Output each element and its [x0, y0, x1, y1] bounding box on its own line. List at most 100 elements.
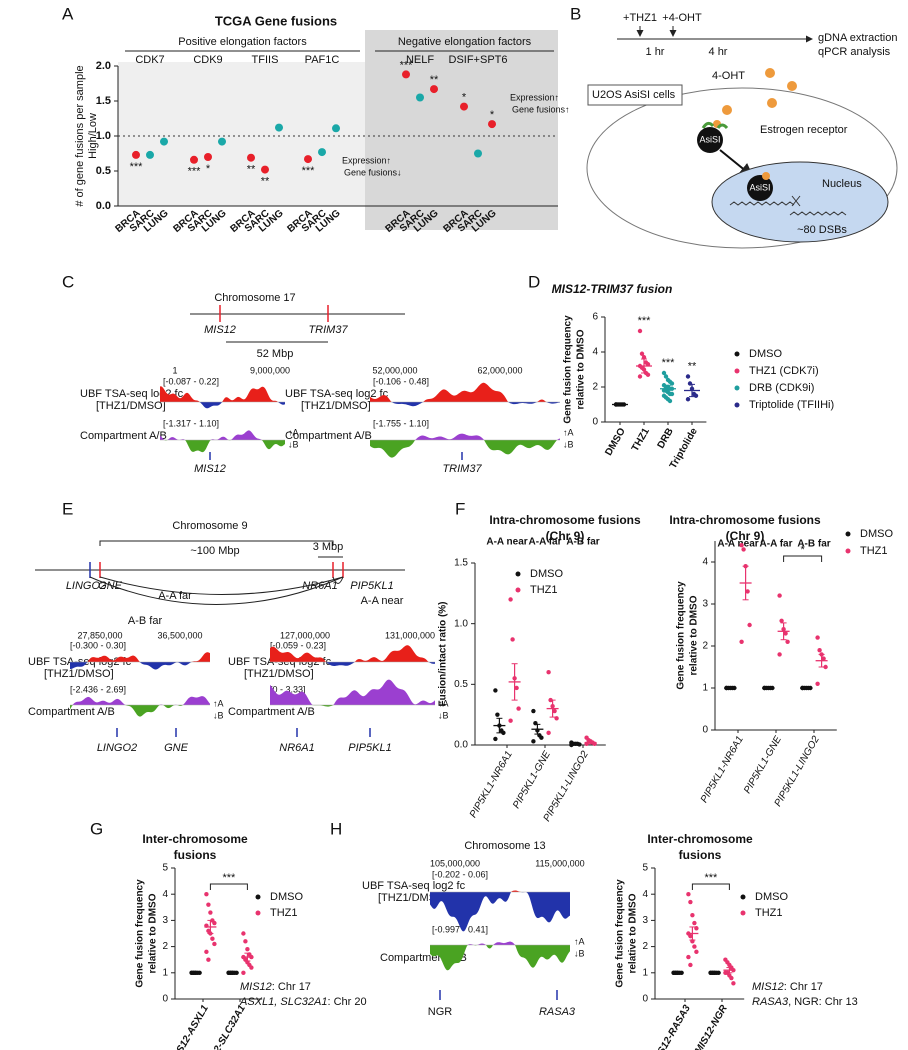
- coordinate: 127,000,000: [280, 630, 330, 640]
- legend-marker: [740, 910, 746, 916]
- y-tick-label: 0: [702, 725, 708, 736]
- legend-label: DMSO: [749, 348, 782, 360]
- track-label: Compartment A/B: [285, 430, 372, 442]
- group-label: TFIIS: [252, 54, 279, 66]
- y-tick-label: 4: [642, 889, 648, 900]
- track-positive: [160, 386, 285, 402]
- y-tick-label: 1.0: [454, 618, 468, 629]
- y-tick-label: 1.0: [96, 130, 111, 142]
- track-negative: [430, 892, 570, 932]
- data-point: [688, 899, 693, 905]
- data-point: [821, 656, 826, 661]
- note: MIS12: Chr 17: [752, 981, 823, 993]
- data-point: [783, 631, 788, 636]
- legend-label: THZ1: [270, 907, 298, 919]
- dot: [261, 165, 269, 174]
- track-label: [THZ1/DMSO]: [44, 668, 114, 680]
- track-negative: [160, 440, 285, 453]
- compartment-mark: ↑A: [288, 427, 299, 437]
- group-label: DSIF+SPT6: [449, 54, 508, 66]
- data-point: [785, 639, 790, 644]
- track-negative: [430, 945, 570, 971]
- x-tick-label: MIS12-NGR: [693, 1003, 730, 1050]
- gene: GNE: [164, 742, 189, 754]
- compartment-mark: ↓B: [563, 439, 574, 449]
- group-label: CDK9: [193, 54, 222, 66]
- data-point: [204, 892, 209, 897]
- data-point: [779, 618, 784, 623]
- significance: ***: [302, 165, 316, 177]
- data-point: [508, 597, 513, 602]
- y-tick-label: 6: [592, 312, 598, 323]
- x-tick-label: MIS12-ASXL1: [169, 1003, 211, 1050]
- compartment-mark: ↑A: [438, 698, 449, 708]
- legend-marker: [734, 368, 740, 374]
- note: MIS12: Chr 17: [240, 981, 311, 993]
- coordinate: 27,850,000: [77, 630, 122, 640]
- data-point: [531, 739, 536, 744]
- y-tick-label: 3: [642, 915, 648, 926]
- panel-label: H: [330, 819, 342, 838]
- y-tick-label: 3: [702, 599, 708, 610]
- ligand-icon: [767, 98, 777, 108]
- track-label: UBF TSA-seq log2 fc: [362, 880, 466, 892]
- track-label: Compartment A/B: [80, 430, 167, 442]
- note-part: RASA3: [752, 996, 789, 1008]
- chart-title: fusions: [679, 848, 722, 862]
- data-point: [531, 708, 536, 714]
- track-range: [-1.755 - 1.10]: [373, 418, 429, 428]
- note-part: MIS12: [752, 981, 784, 993]
- receptor: Estrogen receptor: [760, 124, 848, 136]
- gene: RASA3: [539, 1006, 576, 1018]
- data-point: [685, 397, 691, 402]
- x-tick-label: MIS12-RASA3: [650, 1003, 693, 1050]
- annotation: Expression↑: [342, 155, 391, 165]
- chromosome: Chromosome 9: [172, 520, 247, 532]
- group-header: Positive elongation factors: [178, 36, 307, 48]
- gene: MIS12: [204, 324, 236, 336]
- group-label: A-B far: [566, 537, 599, 548]
- data-point: [815, 681, 820, 686]
- legend-label: DMSO: [860, 528, 893, 540]
- legend-label: THZ1: [860, 545, 888, 557]
- gene: NGR: [428, 1006, 453, 1018]
- data-point: [539, 735, 544, 740]
- track-negative: [370, 440, 560, 458]
- compartment-mark: ↓B: [438, 710, 449, 720]
- significance: **: [247, 164, 256, 176]
- dot: [430, 85, 438, 94]
- significance: ***: [130, 161, 144, 173]
- note-part: , NGR: Chr 13: [788, 996, 858, 1008]
- y-axis-label: relative to DMSO: [689, 595, 700, 675]
- data-point: [212, 920, 217, 926]
- data-point: [516, 706, 521, 711]
- gene: PIP5KL1: [350, 580, 393, 592]
- dot: [132, 150, 140, 159]
- note: ASXL1, SLC32A1: Chr 20: [239, 996, 367, 1008]
- y-tick-label: 0.0: [96, 200, 111, 212]
- data-point: [546, 670, 551, 675]
- legend-label: THZ1: [530, 584, 558, 596]
- legend-marker: [515, 587, 521, 593]
- compartment-mark: ↑A: [563, 427, 574, 437]
- track-negative: [270, 662, 435, 666]
- gene: MIS12: [194, 463, 226, 475]
- significance-bracket: [691, 883, 730, 890]
- gene: TRIM37: [308, 324, 348, 336]
- track-label: UBF TSA-seq log2 fc: [285, 388, 389, 400]
- enzyme: AsiSI: [749, 182, 770, 192]
- arc-label: A-A far: [158, 590, 192, 602]
- legend-label: THZ1 (CDK7i): [749, 365, 819, 377]
- y-tick-label: 1: [702, 683, 708, 694]
- legend-marker: [515, 571, 521, 577]
- track-range: [-0.106 - 0.48]: [373, 376, 429, 386]
- coordinate: 1: [172, 365, 177, 375]
- y-tick-label: 1.5: [96, 95, 111, 107]
- track-positive: [160, 430, 285, 440]
- note-part: : Chr 17: [784, 981, 823, 993]
- cell-line: U2OS AsiSI cells: [592, 89, 676, 101]
- y-tick-label: 4: [162, 889, 168, 900]
- significance: ***: [222, 872, 236, 884]
- group-label: A-A far: [760, 539, 793, 550]
